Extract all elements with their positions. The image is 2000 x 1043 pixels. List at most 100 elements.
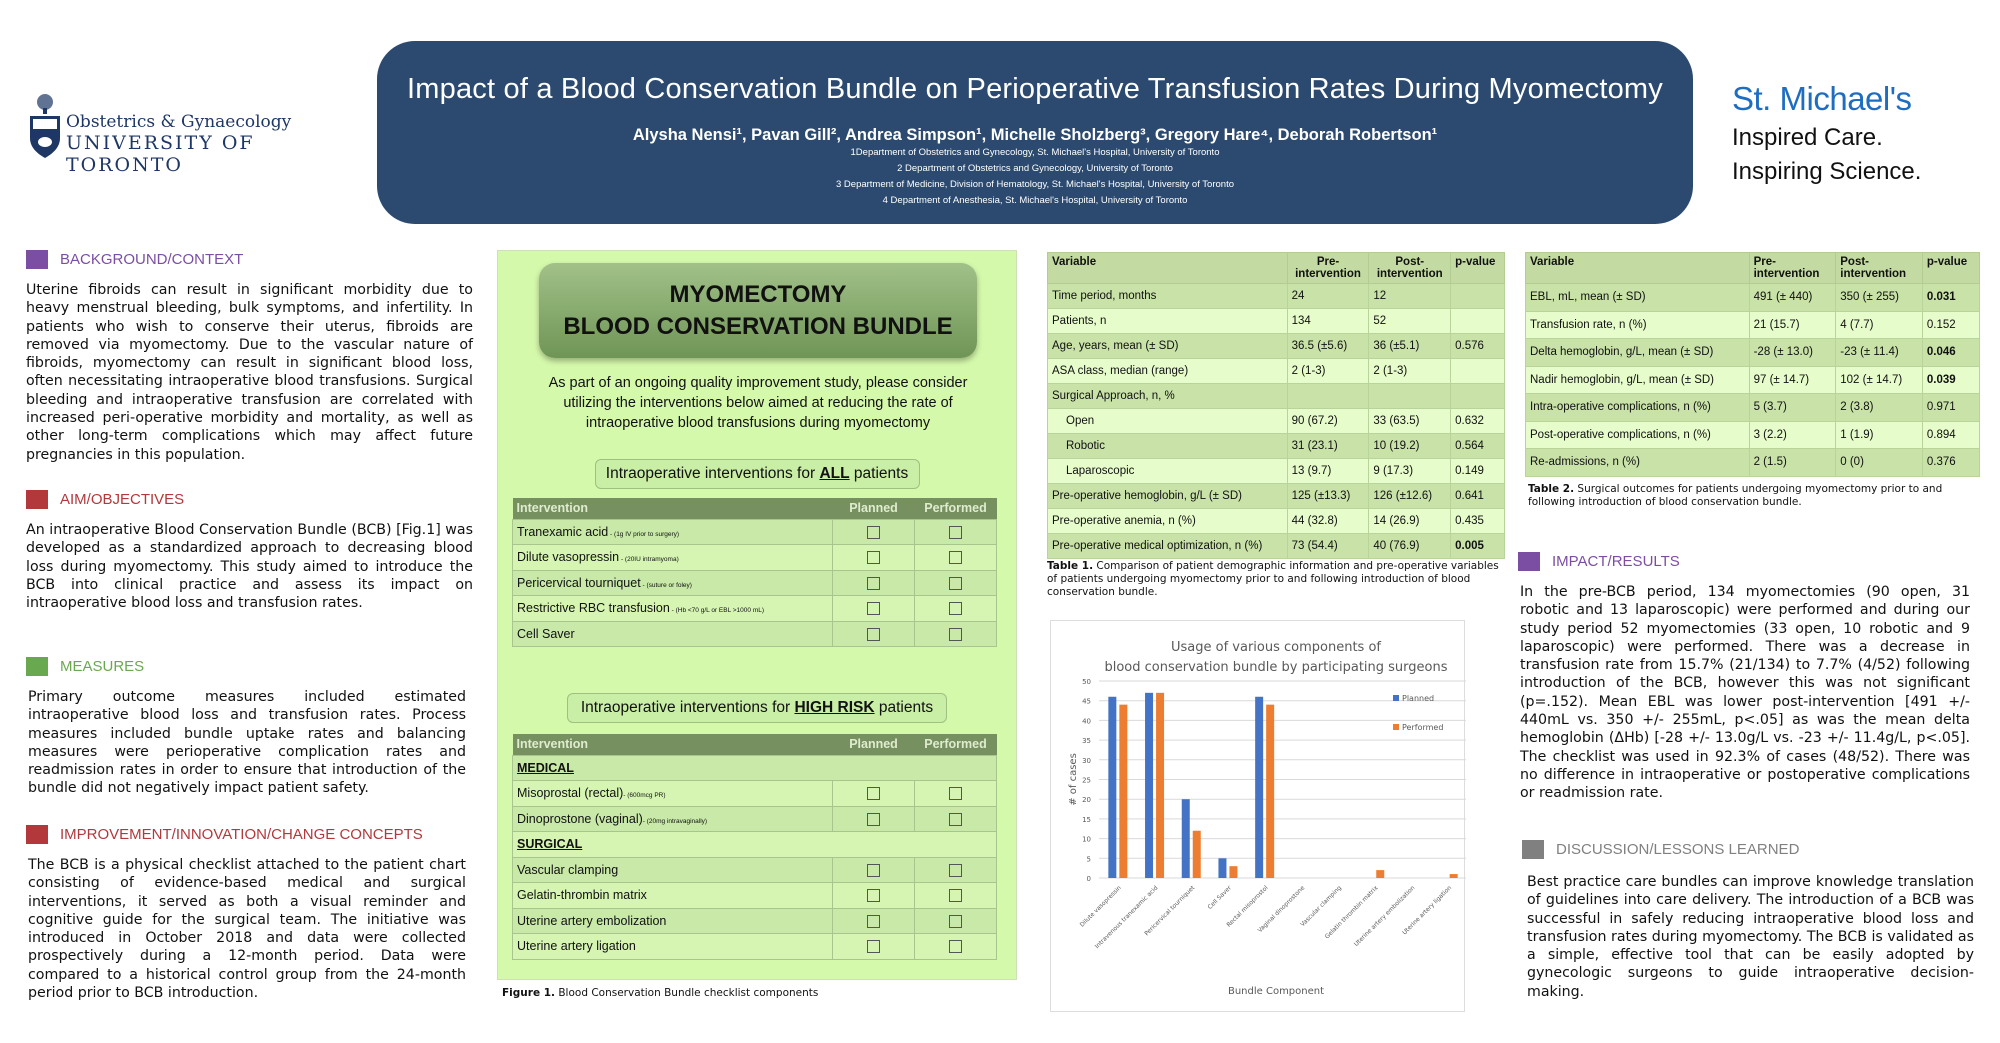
checkbox[interactable]: [867, 576, 880, 590]
checkbox-cell: [914, 620, 997, 647]
checkbox[interactable]: [867, 914, 880, 928]
section-text: In the pre-BCB period, 134 myomectomies …: [1520, 584, 1970, 802]
table-cell: Age, years, mean (± SD): [1047, 333, 1288, 359]
checkbox[interactable]: [867, 627, 880, 641]
checkbox[interactable]: [949, 551, 962, 565]
col-intervention: Intervention: [512, 734, 833, 755]
checkbox[interactable]: [949, 525, 962, 539]
checkbox[interactable]: [867, 787, 880, 801]
section-marker-icon: [1522, 840, 1544, 859]
y-tick-label: 25: [1082, 777, 1091, 785]
uoft-logo: Obstetrics & Gynaecology UNIVERSITY OF T…: [28, 92, 358, 176]
checkbox[interactable]: [949, 914, 962, 928]
checkbox[interactable]: [867, 863, 880, 877]
table-cell: 2 (1-3): [1286, 358, 1370, 384]
table-cell: Laparoscopic: [1047, 458, 1288, 484]
table-cell: 126 (±12.6): [1368, 483, 1452, 509]
uoft-crest-icon: [30, 94, 60, 158]
intervention-cell: Dinoprostone (vaginal)- (20mg intravagin…: [512, 805, 833, 832]
intervention-note: - (Hb <70 g/L or EBL >1000 mL): [669, 607, 765, 615]
legend-label: Performed: [1402, 723, 1443, 732]
y-tick-label: 30: [1082, 757, 1091, 765]
section-marker-icon: [1518, 552, 1540, 571]
checklist-row: Pericervical tourniquet - (suture or fol…: [512, 569, 997, 596]
table-cell: 10 (19.2): [1368, 433, 1452, 459]
checkbox[interactable]: [949, 602, 962, 616]
checkbox[interactable]: [867, 602, 880, 616]
column-header: p-value: [1450, 252, 1505, 284]
checkbox[interactable]: [867, 812, 880, 826]
checkbox[interactable]: [867, 889, 880, 903]
checkbox[interactable]: [949, 576, 962, 590]
checkbox[interactable]: [949, 863, 962, 877]
checklist-title: MYOMECTOMY BLOOD CONSERVATION BUNDLE: [539, 263, 977, 358]
checkbox[interactable]: [949, 787, 962, 801]
bar-planned: [1145, 692, 1154, 878]
checkbox[interactable]: [867, 525, 880, 539]
table-cell: Intra-operative complications, n (%): [1525, 393, 1750, 422]
authors: Alysha Nensi¹, Pavan Gill², Andrea Simps…: [632, 126, 1438, 144]
bar-performed: [1156, 692, 1165, 878]
aim-section: AIM/OBJECTIVES An intraoperative Blood C…: [26, 490, 473, 612]
bar-planned: [1181, 799, 1190, 878]
caption-text: Surgical outcomes for patients undergoin…: [1528, 483, 1943, 508]
table-cell: Open: [1047, 408, 1288, 434]
impact-section: IMPACT/RESULTS In the pre-BCB period, 13…: [1518, 552, 1970, 803]
intervention-name: Vascular clamping: [517, 862, 619, 877]
checklist-row: Restrictive RBC transfusion - (Hb <70 g/…: [512, 595, 997, 622]
table-cell: 21 (15.7): [1748, 310, 1837, 339]
section-heading: BACKGROUND/CONTEXT: [60, 251, 244, 268]
section-heading: DISCUSSION/LESSONS LEARNED: [1556, 841, 1800, 858]
bar-performed: [1376, 870, 1385, 878]
table-row: ASA class, median (range) 2 (1-3) 2 (1-3): [1047, 358, 1505, 384]
table-cell: [1450, 383, 1505, 409]
high-risk-table: Intervention Planned Performed MEDICAL Miso…: [512, 734, 997, 960]
caption-text: Blood Conservation Bundle checklist comp…: [555, 987, 819, 999]
table-cell: 13 (9.7): [1286, 458, 1370, 484]
checkbox[interactable]: [949, 627, 962, 641]
table-cell: 0.564: [1450, 433, 1505, 459]
chart-svg: Usage of various components of blood cons…: [1068, 640, 1466, 997]
checkbox-cell: [832, 544, 915, 571]
column-header: Post- intervention: [1368, 252, 1452, 284]
category-label: MEDICAL: [517, 760, 574, 775]
caption-label: Table 1.: [1047, 560, 1094, 572]
checkbox-cell: [832, 569, 915, 596]
bar-performed: [1449, 874, 1458, 878]
checkbox-cell: [914, 544, 997, 571]
checkbox[interactable]: [949, 889, 962, 903]
table-cell: 31 (23.1): [1286, 433, 1370, 459]
legend-swatch: [1393, 695, 1399, 701]
table2-caption: Table 2. Surgical outcomes for patients …: [1528, 483, 1948, 509]
caption-label: Figure 1.: [502, 987, 556, 999]
checklist-row: Vascular clamping: [512, 856, 997, 883]
table-cell: 97 (± 14.7): [1748, 365, 1837, 394]
table1-caption: Table 1. Comparison of patient demograph…: [1047, 560, 1505, 599]
column-header: Variable: [1525, 252, 1750, 284]
table-cell: 0.046: [1921, 338, 1981, 367]
heading-text: Intraoperative interventions for: [605, 465, 820, 482]
checkbox-cell: [832, 805, 915, 832]
table-row: Open 90 (67.2) 33 (63.5) 0.632: [1047, 408, 1505, 434]
st-michaels-logo: St. Michael's Inspired Care. Inspiring S…: [1732, 80, 1921, 186]
smh-tagline-2: Inspiring Science.: [1732, 158, 1922, 185]
checkbox-cell: [914, 805, 997, 832]
checkbox[interactable]: [949, 940, 962, 954]
section-text: The BCB is a physical checklist attached…: [28, 857, 466, 1002]
section-text: An intraoperative Blood Conservation Bun…: [26, 522, 473, 612]
table-row: Pre-operative medical optimization, n (%…: [1047, 533, 1505, 559]
table-cell: 0.376: [1921, 448, 1981, 477]
table-cell: EBL, mL, mean (± SD): [1525, 283, 1750, 312]
checkbox[interactable]: [949, 812, 962, 826]
intervention-name: Uterine artery embolization: [517, 913, 667, 928]
table-row: Patients, n 134 52: [1047, 308, 1505, 334]
col-intervention: Intervention: [512, 498, 833, 519]
bar-performed: [1192, 830, 1201, 878]
bar-performed: [1266, 704, 1275, 878]
table-cell: 0 (0): [1835, 448, 1923, 477]
checkbox[interactable]: [867, 551, 880, 565]
checkbox[interactable]: [867, 940, 880, 954]
checklist-row: Gelatin-thrombin matrix: [512, 882, 997, 909]
table-row: Nadir hemoglobin, g/L, mean (± SD) 97 (± …: [1525, 365, 1981, 394]
affiliation-2: 2 Department of Obstetrics and Gynecolog…: [897, 163, 1173, 174]
